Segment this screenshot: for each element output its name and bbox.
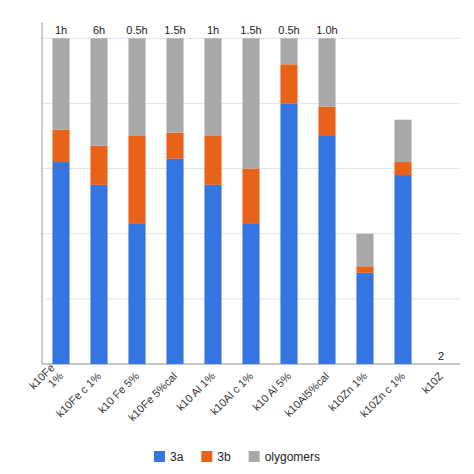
bar-segment: [280, 64, 297, 103]
annotation: 1h: [55, 24, 67, 36]
legend-label: 3a: [170, 450, 184, 464]
bar-segment: [394, 175, 411, 364]
legend-swatch: [154, 451, 165, 462]
bar-segment: [128, 38, 145, 136]
bar-segment: [128, 136, 145, 224]
x-tick-label: k10Fe c 1%: [54, 370, 104, 420]
bar-segment: [204, 185, 221, 364]
legend-item: 3b: [201, 450, 231, 464]
legend-label: 3b: [217, 450, 231, 464]
annotation: 2: [438, 350, 444, 362]
bar-segment: [242, 169, 259, 224]
x-tick-label: k10Z: [419, 370, 445, 396]
x-tick-label: k10Al c 1%: [208, 370, 256, 418]
annotation: 6h: [93, 24, 105, 36]
annotation: 0.5h: [278, 24, 299, 36]
annotation: 1.0h: [316, 24, 337, 36]
bar-segment: [52, 129, 69, 162]
legend-item: 3a: [154, 450, 184, 464]
x-tick-label: k10Zn c 1%: [358, 370, 408, 420]
bar-segment: [204, 38, 221, 136]
bar-segment: [242, 38, 259, 168]
bar-segment: [318, 107, 335, 136]
bar-segment: [356, 266, 373, 273]
legend-swatch: [201, 451, 212, 462]
y-axis-line: [42, 22, 43, 364]
legend-label: olygomers: [265, 450, 320, 464]
bar-segment: [242, 224, 259, 364]
x-tick-label: k10Fe1%: [27, 361, 66, 400]
x-tick-label: k10Al5%cal: [282, 370, 331, 419]
bar-segment: [128, 224, 145, 364]
bars: [52, 38, 411, 364]
grid: [42, 38, 460, 364]
annotation: 1.5h: [164, 24, 185, 36]
annotation: 0.5h: [126, 24, 147, 36]
legend-swatch: [249, 451, 260, 462]
bar-segment: [204, 136, 221, 185]
bar-segment: [394, 162, 411, 175]
bar-segment: [280, 38, 297, 64]
bar-segment: [318, 38, 335, 106]
x-tick-label: k10Fe 5%cal: [126, 370, 179, 423]
bar-segment: [90, 146, 107, 185]
bar-segment: [166, 133, 183, 159]
bar-segment: [52, 38, 69, 129]
bar-segment: [356, 234, 373, 267]
bar-segment: [52, 162, 69, 364]
bar-segment: [432, 364, 449, 365]
bar-segment: [356, 273, 373, 364]
annotation: 1h: [207, 24, 219, 36]
bar-segment: [166, 159, 183, 364]
bar-segment: [90, 38, 107, 145]
bar-segment: [280, 103, 297, 364]
legend-item: olygomers: [249, 450, 320, 464]
bar-segment: [166, 38, 183, 132]
annotation: 1.5h: [240, 24, 261, 36]
bar-segment: [432, 364, 449, 365]
bar-segment: [318, 136, 335, 364]
bar-segment: [394, 120, 411, 162]
bar-segment: [90, 185, 107, 364]
chart: 1h6h0.5h1.5h1h1.5h0.5h1.0h2k10Fe1%k10Fe …: [0, 0, 474, 474]
legend: 3a 3b olygomers: [154, 450, 320, 464]
bar-segment: [432, 364, 449, 365]
